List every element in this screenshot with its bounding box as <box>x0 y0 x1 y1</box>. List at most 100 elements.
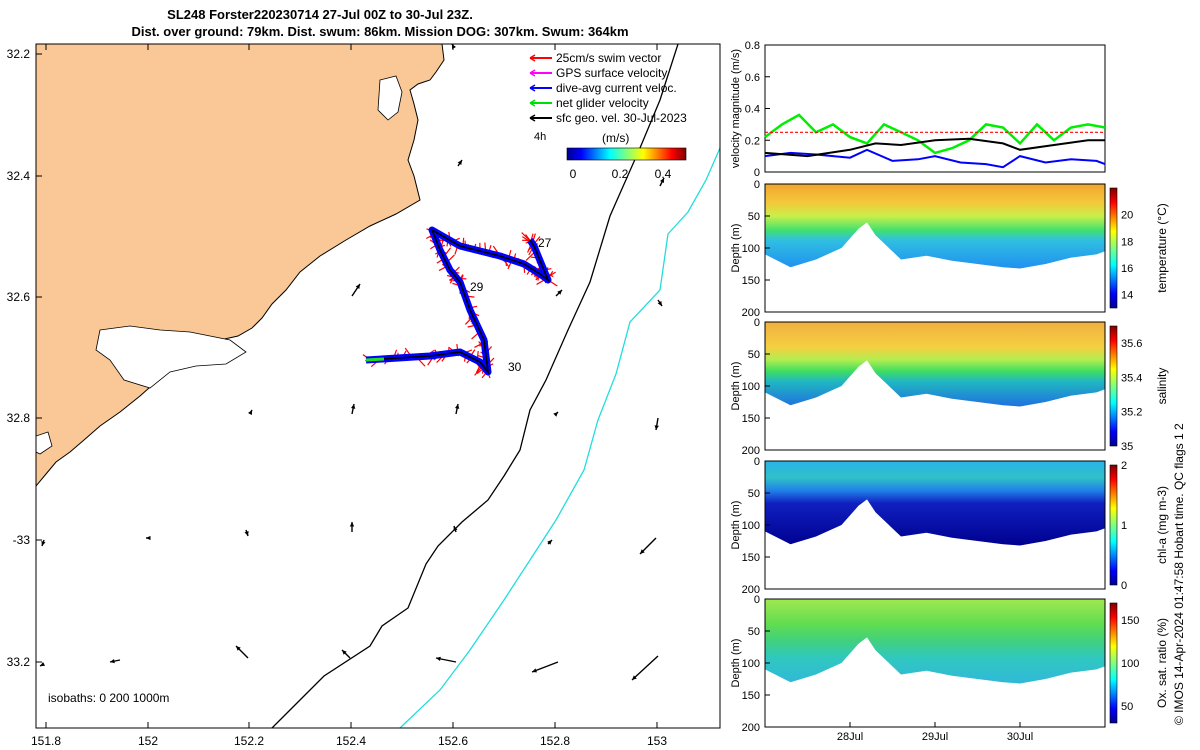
map-y-tick-label: 33.2 <box>7 655 31 669</box>
colorbar-tick-label: 18 <box>1121 236 1133 248</box>
velocity-arrow <box>547 539 553 545</box>
velocity-arrow <box>435 656 457 663</box>
legend-colorbar-tick: 0.4 <box>655 167 672 181</box>
map-x-tick-label: 153 <box>647 734 667 748</box>
colorbar-label: chl-a (mg m-3) <box>1155 486 1169 564</box>
day-label-30: 30 <box>508 360 522 374</box>
chart-subtitle: Dist. over ground: 79km. Dist. swum: 86k… <box>131 24 629 39</box>
legend-entry-label: dive-avg current veloc. <box>556 81 677 95</box>
colorbar-label: salinity <box>1155 368 1169 405</box>
velocity-arrow <box>350 403 356 415</box>
isobath-200m <box>271 44 679 728</box>
colorbar-tick-label: 1 <box>1121 520 1127 532</box>
colorbar-tick-label: 20 <box>1121 210 1133 222</box>
legend-entry: sfc geo. vel. 30-Jul-2023 <box>529 111 687 125</box>
colorbar <box>1109 602 1118 724</box>
legend-entry-label: sfc geo. vel. 30-Jul-2023 <box>556 111 687 125</box>
velocity-series-line <box>764 148 1106 169</box>
velocity-series-line <box>764 113 1106 155</box>
estuary-inlet <box>36 431 53 455</box>
velocity-arrow <box>454 403 460 415</box>
svg-text:27: 27 <box>538 236 552 250</box>
time-tick-label: 29Jul <box>922 731 948 743</box>
colorbar-tick-label: 16 <box>1121 263 1133 275</box>
legend-colorbar <box>566 147 687 161</box>
legend-colorbar-tick: 0.2 <box>612 167 629 181</box>
velocity-arrow <box>244 529 249 537</box>
glider-track <box>362 226 558 379</box>
colorbar-tick-label: 0 <box>1121 580 1127 592</box>
legend-entry-label: 25cm/s swim vector <box>556 51 661 65</box>
legend-entry-label: GPS surface velocity <box>556 66 667 80</box>
velocity-arrow <box>235 645 249 659</box>
colorbar <box>1109 464 1118 586</box>
map-y-tick-label: 32.8 <box>7 411 31 425</box>
map-x-tick-label: 152 <box>138 734 158 748</box>
velocity-arrow <box>631 655 659 681</box>
estuary-outline <box>95 325 247 389</box>
colorbar-tick-label: 100 <box>1121 658 1139 670</box>
colorbar-tick-label: 2 <box>1121 460 1127 472</box>
colorbar-label: Ox. sat. ratio (%) <box>1155 618 1169 708</box>
legend-entry: 25cm/s swim vector <box>529 51 661 65</box>
velocity-arrow <box>639 537 657 555</box>
legend-colorbar-tick: 0 <box>570 167 577 181</box>
velocity-arrow <box>555 289 563 297</box>
colorbar <box>1109 325 1118 447</box>
map-x-tick-label: 152.2 <box>234 734 264 748</box>
chart-title: SL248 Forster220230714 27-Jul 00Z to 30-… <box>167 7 473 22</box>
velocity-arrow <box>659 177 665 187</box>
velocity-arrow <box>349 522 355 532</box>
velocity-arrow <box>553 411 559 417</box>
velocity-arrow <box>39 662 45 667</box>
time-tick-label: 28Jul <box>837 731 863 743</box>
map-x-tick-label: 152.6 <box>438 734 468 748</box>
map-x-tick-label: 152.4 <box>336 734 366 748</box>
velocity-arrow <box>657 299 663 307</box>
velocity-series-line <box>764 137 1105 158</box>
svg-text:30: 30 <box>508 360 522 374</box>
lake-outline <box>377 75 403 121</box>
colorbar-tick-label: 35 <box>1121 441 1133 453</box>
colorbar-tick-label: 35.6 <box>1121 338 1142 350</box>
map-x-axis: 151.8 152 152.2 152.4 152.6 152.8 153 <box>31 44 667 748</box>
velocity-arrow <box>109 658 121 664</box>
surface-velocity-vectors <box>39 44 665 681</box>
day-label-29: 29 <box>470 280 484 294</box>
map-y-tick-label: -33 <box>13 533 31 547</box>
legend-entry: GPS surface velocity <box>529 66 667 80</box>
isobath-1000m <box>399 147 720 728</box>
map-x-tick-label: 152.8 <box>540 734 570 748</box>
svg-text:29: 29 <box>470 280 484 294</box>
heatmap-field <box>765 461 1105 546</box>
map-y-axis: 32.2 32.4 32.6 32.8 -33 33.2 <box>7 47 42 669</box>
velocity-arrow <box>531 661 559 673</box>
colorbar-tick-label: 35.4 <box>1121 372 1142 384</box>
velocity-arrow <box>453 525 458 533</box>
map-y-tick-label: 32.6 <box>7 290 31 304</box>
legend-entry-label: net glider velocity <box>556 96 649 110</box>
velocity-arrow <box>248 409 253 415</box>
legend-entry: net glider velocity <box>529 96 649 110</box>
velocity-arrow <box>146 535 151 541</box>
map-y-tick-label: 32.4 <box>7 169 31 183</box>
velocity-arrow <box>341 649 351 659</box>
legend-colorbar-title: (m/s) <box>602 131 629 145</box>
credit-text: © IMOS 14-Apr-2024 01:47:58 Hobart time.… <box>1172 423 1186 725</box>
glider-path <box>365 228 550 375</box>
map-y-tick-label: 32.2 <box>7 47 31 61</box>
velocity-arrow <box>654 417 659 431</box>
colorbar-tick-label: 150 <box>1121 615 1139 627</box>
legend-entry: dive-avg current veloc. <box>529 81 677 95</box>
velocity-arrow <box>351 283 361 297</box>
colorbar-label: temperature (°C) <box>1155 203 1169 293</box>
time-tick-label: 30Jul <box>1007 731 1033 743</box>
heatmap-field <box>765 322 1105 407</box>
